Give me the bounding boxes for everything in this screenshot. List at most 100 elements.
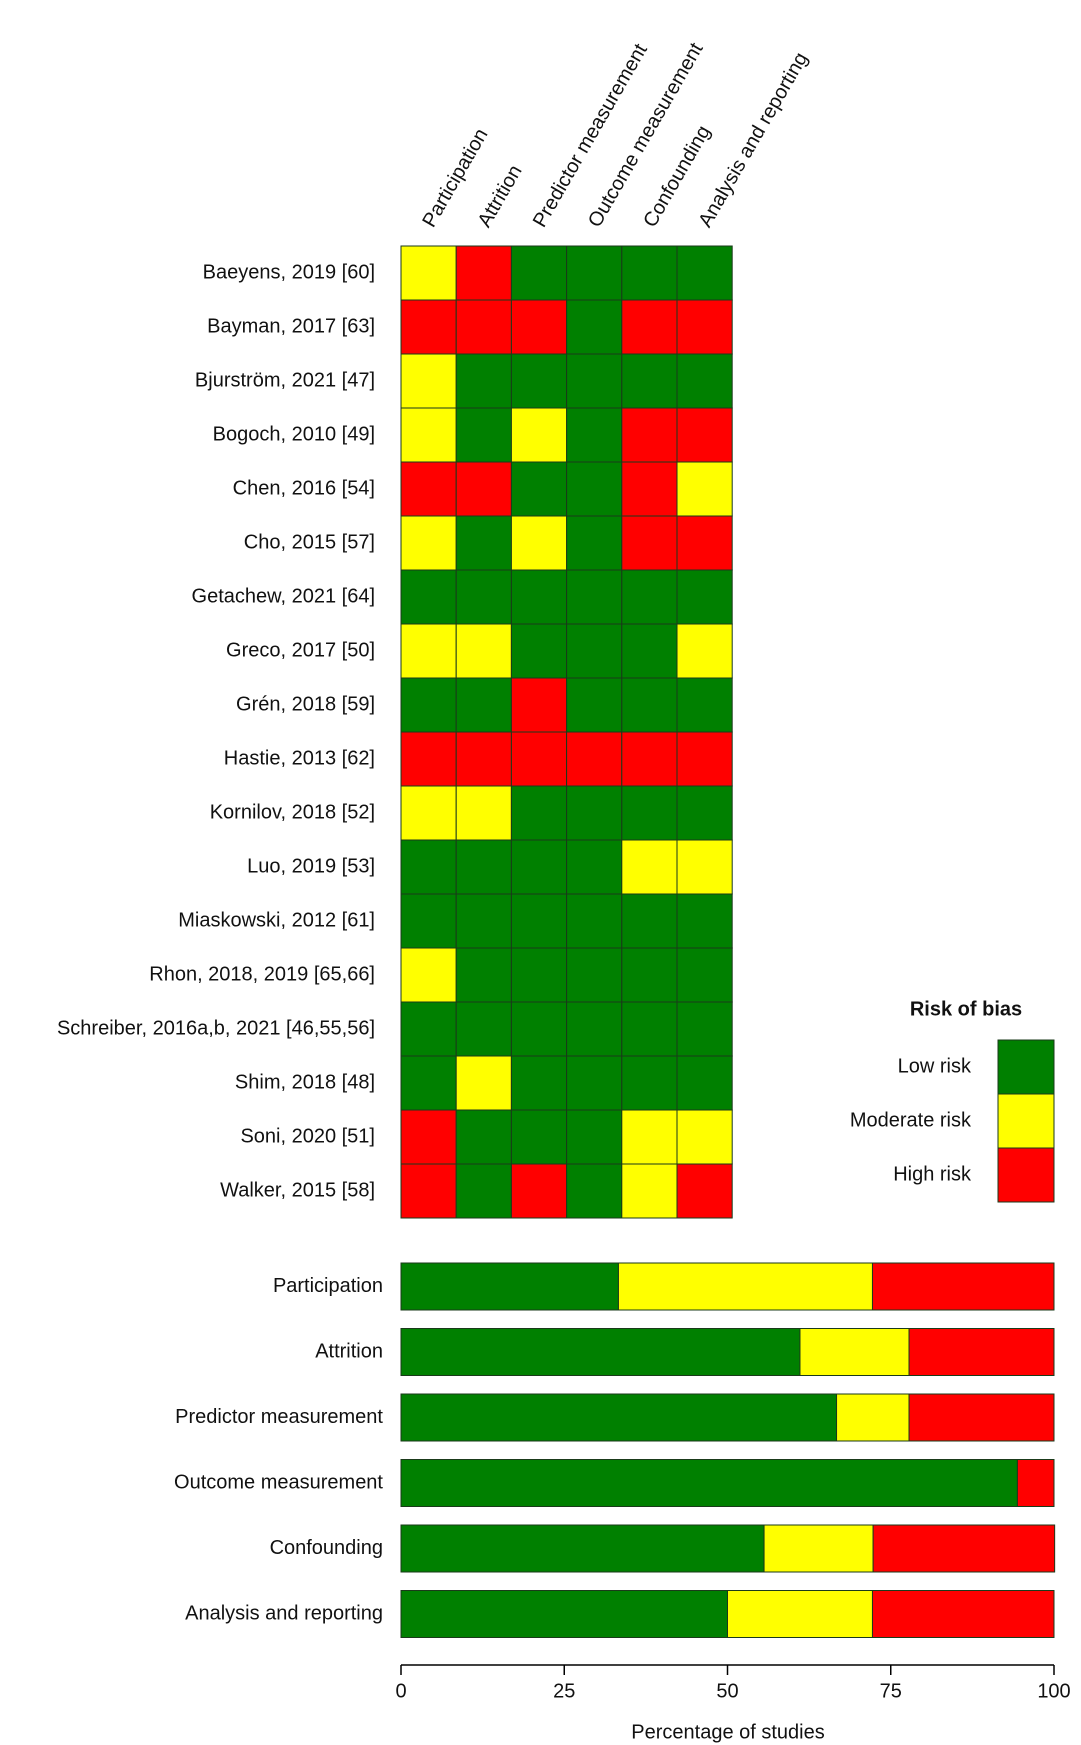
cell — [400, 1001, 457, 1057]
cell — [676, 677, 733, 733]
row-label: Getachew, 2021 [64] — [192, 585, 375, 607]
cell — [510, 353, 568, 409]
cell — [510, 731, 568, 787]
bar-label: Predictor measurement — [175, 1406, 383, 1428]
cell — [621, 299, 678, 355]
cell — [510, 299, 568, 355]
cell — [566, 1055, 623, 1111]
bar-segment — [400, 1590, 728, 1638]
cell — [400, 245, 457, 301]
cell — [510, 515, 568, 571]
row-label: Grén, 2018 [59] — [236, 693, 375, 715]
cell — [676, 893, 733, 949]
legend-title: Risk of bias — [910, 998, 1022, 1020]
cell — [621, 839, 678, 895]
cell — [455, 515, 512, 571]
row-label: Schreiber, 2016a,b, 2021 [46,55,56] — [57, 1017, 375, 1039]
cell — [621, 515, 678, 571]
cell — [676, 569, 733, 625]
cell — [455, 1109, 512, 1165]
cell — [566, 677, 623, 733]
cell — [621, 353, 678, 409]
cell — [676, 515, 733, 571]
bar-label: Analysis and reporting — [185, 1602, 383, 1624]
cell — [566, 623, 623, 679]
cell — [400, 407, 457, 463]
cell — [400, 677, 457, 733]
row-label: Bjurström, 2021 [47] — [195, 369, 375, 391]
row-label: Miaskowski, 2012 [61] — [178, 909, 375, 931]
cell — [455, 299, 512, 355]
bar-segment — [871, 1590, 1055, 1638]
cell — [566, 839, 623, 895]
cell — [455, 623, 512, 679]
bar-segment — [727, 1590, 873, 1638]
cell — [621, 407, 678, 463]
bar-segment — [908, 1328, 1055, 1376]
cell — [676, 731, 733, 787]
cell — [676, 947, 733, 1003]
cell — [676, 785, 733, 841]
bar-segment — [400, 1393, 838, 1442]
cell — [455, 839, 512, 895]
bar-segment — [871, 1262, 1055, 1311]
bar-segment — [400, 1524, 765, 1573]
row-label: Bogoch, 2010 [49] — [213, 423, 375, 445]
cell — [455, 677, 512, 733]
cell — [455, 1163, 512, 1219]
cell — [676, 407, 733, 463]
bar-label: Outcome measurement — [174, 1471, 383, 1493]
row-label: Baeyens, 2019 [60] — [203, 261, 375, 283]
cell — [455, 1001, 512, 1057]
cell — [400, 515, 457, 571]
bar-label: Participation — [273, 1275, 383, 1297]
bar-segment — [400, 1328, 801, 1376]
cell — [621, 893, 678, 949]
cell — [676, 1109, 733, 1165]
cell — [676, 1001, 733, 1057]
row-label: Shim, 2018 [48] — [235, 1071, 375, 1093]
cell — [400, 569, 457, 625]
x-tick-label: 25 — [553, 1680, 575, 1702]
cell — [510, 623, 568, 679]
cell — [566, 353, 623, 409]
cell — [510, 839, 568, 895]
x-tick-label: 100 — [1037, 1680, 1070, 1702]
cell — [510, 1163, 568, 1219]
cell — [510, 1001, 568, 1057]
cell — [621, 677, 678, 733]
bar-label: Confounding — [270, 1537, 383, 1559]
cell — [455, 353, 512, 409]
cell — [621, 785, 678, 841]
cell — [566, 1109, 623, 1165]
cell — [566, 515, 623, 571]
cell — [566, 299, 623, 355]
cell — [621, 569, 678, 625]
cell — [566, 1001, 623, 1057]
cell — [621, 947, 678, 1003]
cell — [566, 1163, 623, 1219]
row-label: Greco, 2017 [50] — [226, 639, 375, 661]
row-label: Luo, 2019 [53] — [247, 855, 375, 877]
cell — [510, 893, 568, 949]
column-header: Analysis and reporting — [694, 49, 812, 231]
cell — [621, 245, 678, 301]
row-label: Bayman, 2017 [63] — [207, 315, 375, 337]
cell — [455, 461, 512, 517]
cell — [400, 947, 457, 1003]
cell — [676, 299, 733, 355]
cell — [510, 947, 568, 1003]
bar-segment — [836, 1393, 910, 1442]
cell — [455, 407, 512, 463]
cell — [621, 1109, 678, 1165]
row-label: Kornilov, 2018 [52] — [210, 801, 375, 823]
cell — [400, 461, 457, 517]
cell — [510, 1109, 568, 1165]
row-label: Rhon, 2018, 2019 [65,66] — [149, 963, 375, 985]
bar-segment — [763, 1524, 874, 1573]
bar-segment — [872, 1524, 1056, 1573]
x-axis-title: Percentage of studies — [631, 1721, 824, 1743]
bar-segment — [617, 1262, 873, 1311]
cell — [676, 245, 733, 301]
